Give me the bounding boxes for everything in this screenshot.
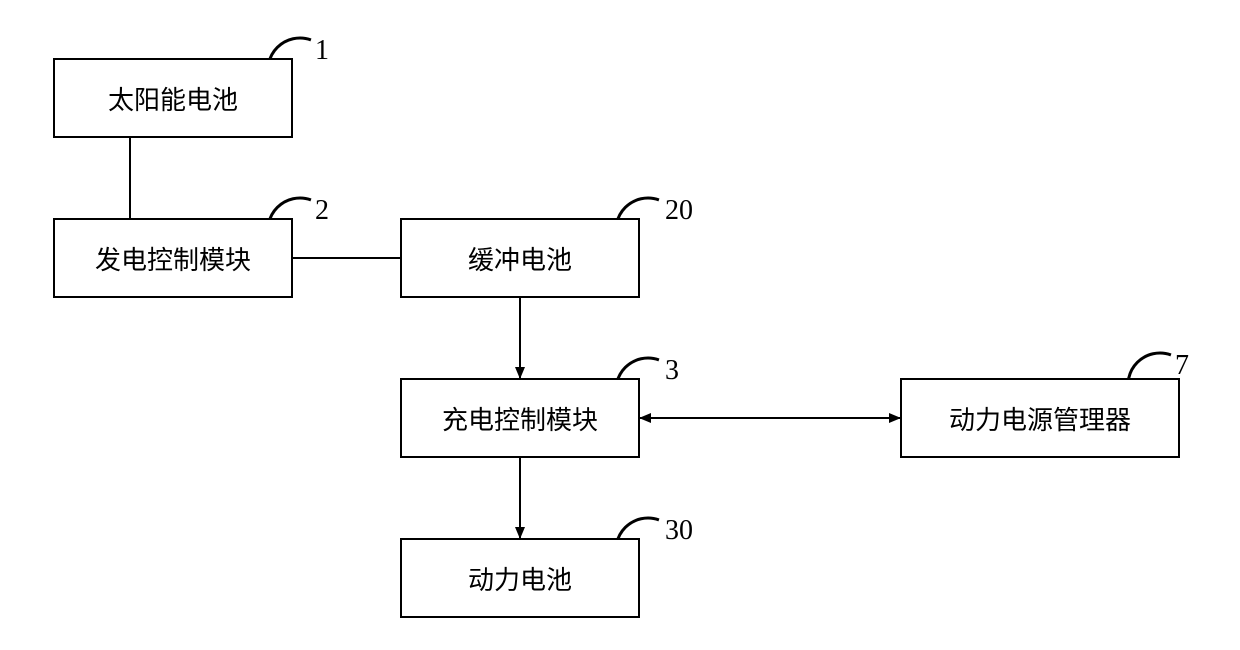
node-label-power_battery: 30 <box>665 515 693 547</box>
node-text: 充电控制模块 <box>442 400 598 437</box>
node-text: 动力电池 <box>468 560 572 597</box>
node-buffer_battery: 缓冲电池 <box>400 218 640 298</box>
node-label-power_manager: 7 <box>1175 350 1189 382</box>
node-gen_control: 发电控制模块 <box>53 218 293 298</box>
block-diagram: 太阳能电池 1 发电控制模块 2 缓冲电池 20 充电控制模块 3 动力电池 30 动力电源管理器 7 <box>0 0 1240 650</box>
node-text: 太阳能电池 <box>108 80 238 117</box>
node-power_manager: 动力电源管理器 <box>900 378 1180 458</box>
node-text: 动力电源管理器 <box>949 400 1131 437</box>
node-power_battery: 动力电池 <box>400 538 640 618</box>
node-solar_cell: 太阳能电池 <box>53 58 293 138</box>
node-label-buffer_battery: 20 <box>665 195 693 227</box>
node-label-solar_cell: 1 <box>315 35 329 67</box>
node-text: 缓冲电池 <box>468 240 572 277</box>
node-label-gen_control: 2 <box>315 195 329 227</box>
node-text: 发电控制模块 <box>95 240 251 277</box>
node-label-charge_control: 3 <box>665 355 679 387</box>
node-charge_control: 充电控制模块 <box>400 378 640 458</box>
